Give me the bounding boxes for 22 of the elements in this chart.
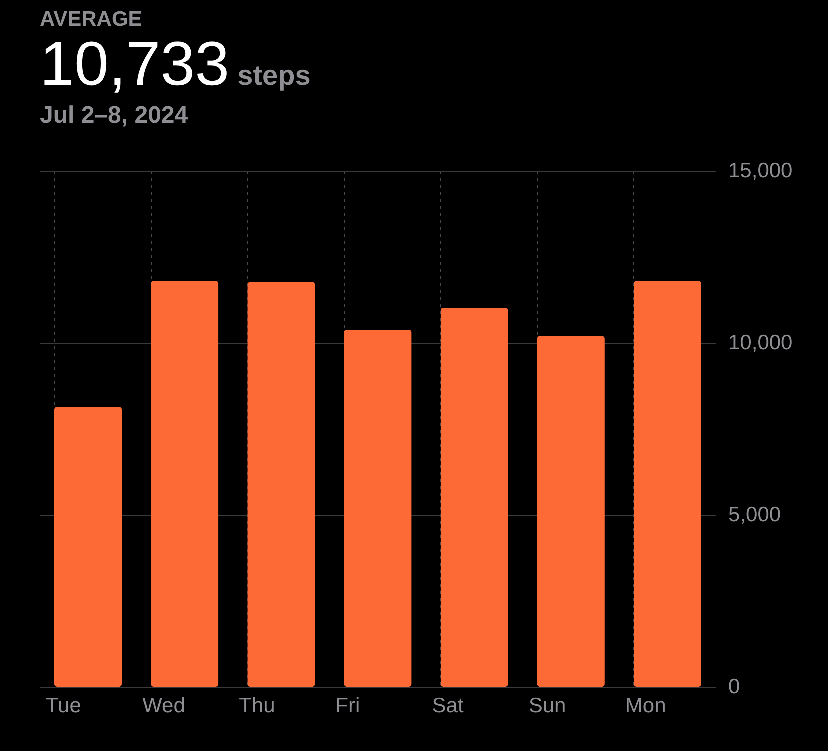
bar [634,281,702,687]
x-tick-label: Fri [336,694,360,718]
chart-title: AVERAGE [40,8,144,32]
bar [248,282,316,687]
x-tick-label: Mon [625,694,666,718]
x-tick-label: Wed [142,694,186,718]
y-tick-label: 10,000 [728,332,793,354]
bar [54,406,122,687]
x-tick-label: Tue [46,694,82,718]
bar [440,308,508,687]
chart-subtitle: Jul 2–8, 2024 [40,102,190,130]
bar [344,330,412,687]
bar [151,281,219,687]
text: steps [238,60,311,91]
text: 10,733 [40,30,230,99]
x-tick-label: Sat [432,694,464,718]
y-tick-label: 0 [728,676,740,698]
bar [537,336,605,687]
y-tick-label: 15,000 [728,160,793,182]
y-tick-label: 5,000 [728,504,782,526]
x-tick-label: Thu [239,694,276,718]
x-tick-label: Sun [528,694,566,718]
